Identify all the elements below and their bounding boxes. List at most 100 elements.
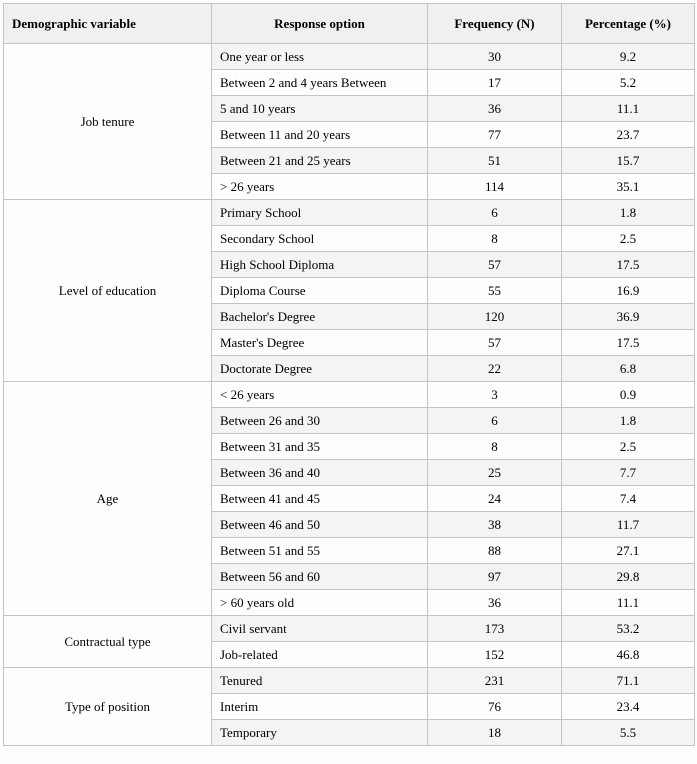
response-option-cell: > 26 years (211, 173, 428, 200)
percentage-cell: 23.4 (561, 693, 695, 720)
frequency-cell: 22 (427, 355, 562, 382)
table-body: Job tenure One year or less 30 9.2 Between 2… (3, 43, 695, 746)
table-row: Between 51 and 55 88 27.1 (4, 537, 695, 564)
response-option-cell: Between 21 and 25 years (211, 147, 428, 174)
response-option-cell: Between 56 and 60 (211, 563, 428, 590)
frequency-cell: 8 (427, 225, 562, 252)
response-option-cell: Temporary (211, 719, 428, 746)
response-option-cell: < 26 years (211, 381, 428, 408)
table-row: Level of education Primary School 6 1.8 (3, 199, 695, 382)
response-option-cell: Between 31 and 35 (211, 433, 428, 460)
frequency-cell: 57 (427, 251, 562, 278)
frequency-cell: 25 (427, 459, 562, 486)
table-row: Type of position Tenured 231 71.1 (3, 667, 695, 746)
response-option-cell: 5 and 10 years (211, 95, 428, 122)
percentage-cell: 53.2 (561, 615, 695, 642)
response-option-cell: Between 11 and 20 years (211, 121, 428, 148)
percentage-cell: 35.1 (561, 173, 695, 200)
response-option-cell: Between 41 and 45 (211, 485, 428, 512)
response-option-cell: Secondary School (211, 225, 428, 252)
frequency-cell: 6 (427, 199, 562, 226)
frequency-cell: 120 (427, 303, 562, 330)
header-row: Demographic variable Response option Frequ… (3, 3, 695, 44)
variable-cell: Job tenure (3, 43, 212, 200)
table-row: Between 26 and 30 6 1.8 (4, 407, 695, 434)
frequency-cell: 24 (427, 485, 562, 512)
response-option-cell: Diploma Course (211, 277, 428, 304)
table-row: Contractual type Civil servant 173 53.2 (3, 615, 695, 668)
percentage-cell: 5.5 (561, 719, 695, 746)
percentage-cell: 29.8 (561, 563, 695, 590)
table-row: Temporary 18 5.5 (4, 719, 695, 746)
frequency-cell: 51 (427, 147, 562, 174)
table-row: Between 11 and 20 years 77 23.7 (4, 121, 695, 148)
percentage-cell: 9.2 (561, 43, 695, 70)
percentage-cell: 17.5 (561, 329, 695, 356)
response-option-cell: > 60 years old (211, 589, 428, 616)
response-option-cell: Between 46 and 50 (211, 511, 428, 538)
variable-cell: Type of position (3, 667, 212, 746)
response-option-cell: Between 2 and 4 years Between (211, 69, 428, 96)
frequency-cell: 17 (427, 69, 562, 96)
table-row: Between 46 and 50 38 11.7 (4, 511, 695, 538)
response-option-cell: Between 51 and 55 (211, 537, 428, 564)
column-header-3: Percentage (%) (561, 3, 695, 44)
frequency-cell: 77 (427, 121, 562, 148)
response-option-cell: Doctorate Degree (211, 355, 428, 382)
column-header-0: Demographic variable (3, 3, 212, 44)
frequency-cell: 173 (427, 615, 562, 642)
table-row: Age < 26 years 3 0.9 (3, 381, 695, 616)
response-option-cell: Between 36 and 40 (211, 459, 428, 486)
table-row: Doctorate Degree 22 6.8 (4, 355, 695, 382)
table-row: > 26 years 114 35.1 (4, 173, 695, 200)
response-option-cell: Tenured (211, 667, 428, 694)
response-option-cell: High School Diploma (211, 251, 428, 278)
table-row: Bachelor's Degree 120 36.9 (4, 303, 695, 330)
percentage-cell: 36.9 (561, 303, 695, 330)
frequency-cell: 36 (427, 589, 562, 616)
response-option-cell: Primary School (211, 199, 428, 226)
variable-cell: Level of education (3, 199, 212, 382)
response-option-cell: Bachelor's Degree (211, 303, 428, 330)
frequency-cell: 55 (427, 277, 562, 304)
response-option-cell: Job-related (211, 641, 428, 668)
percentage-cell: 11.7 (561, 511, 695, 538)
percentage-cell: 11.1 (561, 95, 695, 122)
frequency-cell: 231 (427, 667, 562, 694)
frequency-cell: 57 (427, 329, 562, 356)
table-row: Job-related 152 46.8 (4, 641, 695, 668)
percentage-cell: 7.7 (561, 459, 695, 486)
response-option-cell: One year or less (211, 43, 428, 70)
percentage-cell: 71.1 (561, 667, 695, 694)
frequency-cell: 114 (427, 173, 562, 200)
column-header-2: Frequency (N) (427, 3, 562, 44)
table-row: Between 2 and 4 years Between 17 5.2 (4, 69, 695, 96)
percentage-cell: 2.5 (561, 225, 695, 252)
frequency-cell: 36 (427, 95, 562, 122)
response-option-cell: Civil servant (211, 615, 428, 642)
table-row: Between 41 and 45 24 7.4 (4, 485, 695, 512)
percentage-cell: 46.8 (561, 641, 695, 668)
percentage-cell: 17.5 (561, 251, 695, 278)
table-row: Job tenure One year or less 30 9.2 (3, 43, 695, 200)
table-row: Between 36 and 40 25 7.7 (4, 459, 695, 486)
frequency-cell: 76 (427, 693, 562, 720)
percentage-cell: 5.2 (561, 69, 695, 96)
frequency-cell: 6 (427, 407, 562, 434)
percentage-cell: 16.9 (561, 277, 695, 304)
variable-cell: Contractual type (3, 615, 212, 668)
frequency-cell: 8 (427, 433, 562, 460)
percentage-cell: 2.5 (561, 433, 695, 460)
percentage-cell: 11.1 (561, 589, 695, 616)
percentage-cell: 0.9 (561, 381, 695, 408)
demographics-table: Demographic variable Response option Frequ… (3, 3, 695, 746)
frequency-cell: 30 (427, 43, 562, 70)
frequency-cell: 152 (427, 641, 562, 668)
table-row: Between 21 and 25 years 51 15.7 (4, 147, 695, 174)
frequency-cell: 88 (427, 537, 562, 564)
table-row: Between 31 and 35 8 2.5 (4, 433, 695, 460)
column-header-1: Response option (211, 3, 428, 44)
response-option-cell: Master's Degree (211, 329, 428, 356)
percentage-cell: 6.8 (561, 355, 695, 382)
